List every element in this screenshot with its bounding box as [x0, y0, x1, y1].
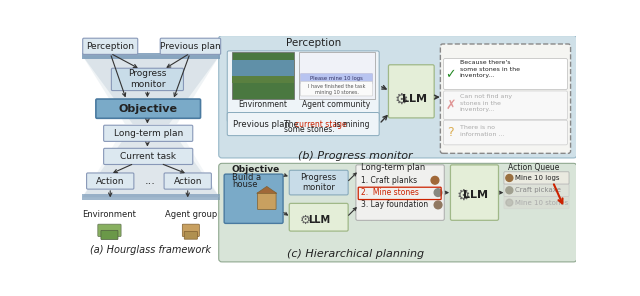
Text: Perception: Perception — [287, 38, 342, 48]
FancyBboxPatch shape — [388, 65, 434, 118]
Text: Environment: Environment — [83, 210, 136, 219]
Text: The: The — [284, 120, 300, 128]
Text: ⚙: ⚙ — [395, 92, 408, 107]
Text: Mine 10 stones: Mine 10 stones — [515, 200, 568, 206]
FancyBboxPatch shape — [440, 44, 571, 153]
FancyBboxPatch shape — [356, 165, 444, 220]
FancyBboxPatch shape — [289, 203, 348, 231]
FancyBboxPatch shape — [444, 120, 568, 145]
FancyBboxPatch shape — [219, 36, 577, 158]
Text: Objective: Objective — [118, 104, 178, 114]
FancyBboxPatch shape — [298, 52, 374, 99]
Text: Previous plan: Previous plan — [160, 42, 221, 51]
Text: Perception: Perception — [86, 42, 134, 51]
Text: Please mine 10 logs: Please mine 10 logs — [310, 76, 363, 81]
FancyBboxPatch shape — [232, 52, 294, 99]
Text: Mine 10 logs: Mine 10 logs — [515, 175, 559, 181]
Text: Environment: Environment — [238, 100, 287, 109]
Text: house: house — [232, 180, 257, 189]
Text: There is no
information ...: There is no information ... — [460, 125, 504, 137]
Polygon shape — [257, 186, 277, 193]
Text: ⚙: ⚙ — [457, 188, 470, 203]
FancyBboxPatch shape — [182, 224, 199, 237]
Text: Agent community: Agent community — [303, 100, 371, 109]
Text: Long-term plan: Long-term plan — [360, 163, 425, 173]
Circle shape — [506, 187, 513, 194]
Text: LLM: LLM — [463, 190, 488, 200]
Text: Progress
monitor: Progress monitor — [301, 173, 337, 192]
Text: Can not find any
stones in the
inventory...: Can not find any stones in the inventory… — [460, 94, 512, 112]
Polygon shape — [83, 126, 220, 197]
Text: Action Queue: Action Queue — [508, 163, 559, 173]
FancyBboxPatch shape — [83, 38, 138, 54]
Text: Build a: Build a — [232, 173, 261, 182]
FancyBboxPatch shape — [451, 165, 499, 220]
Text: 2.  Mine stones: 2. Mine stones — [360, 188, 419, 197]
Circle shape — [434, 201, 442, 209]
Text: Action: Action — [173, 176, 202, 186]
Text: some stones.: some stones. — [284, 125, 335, 134]
Text: Because there's
some stones in the
inventory...: Because there's some stones in the inven… — [460, 60, 520, 78]
Text: Objective: Objective — [232, 165, 280, 174]
Text: LLM: LLM — [403, 94, 428, 104]
Circle shape — [434, 189, 442, 197]
Text: Action: Action — [96, 176, 124, 186]
Circle shape — [506, 175, 513, 181]
Text: Long-term plan: Long-term plan — [113, 129, 183, 138]
Text: Current task: Current task — [120, 152, 176, 161]
Text: Progress
monitor: Progress monitor — [128, 69, 166, 89]
Text: Craft pickaxe: Craft pickaxe — [515, 187, 561, 193]
Text: (c) Hierarchical planning: (c) Hierarchical planning — [287, 249, 424, 259]
Text: current stage: current stage — [294, 120, 346, 128]
FancyBboxPatch shape — [101, 230, 118, 239]
Polygon shape — [83, 126, 220, 197]
FancyBboxPatch shape — [504, 197, 569, 209]
Text: is mining: is mining — [332, 120, 369, 128]
FancyBboxPatch shape — [86, 173, 134, 189]
FancyBboxPatch shape — [184, 231, 197, 239]
FancyBboxPatch shape — [504, 184, 569, 197]
Text: ...: ... — [145, 176, 156, 186]
Text: ✗: ✗ — [445, 99, 456, 112]
FancyBboxPatch shape — [224, 174, 283, 223]
Text: LLM: LLM — [308, 215, 330, 225]
FancyBboxPatch shape — [164, 173, 211, 189]
Text: I have finished the task
mining 10 stones.: I have finished the task mining 10 stone… — [308, 84, 365, 95]
Text: ⚙: ⚙ — [300, 214, 311, 227]
Text: ?: ? — [447, 126, 454, 139]
FancyBboxPatch shape — [83, 53, 220, 59]
Text: 3. Lay foundation: 3. Lay foundation — [360, 200, 428, 210]
FancyBboxPatch shape — [104, 148, 193, 165]
Text: 1. Craft planks: 1. Craft planks — [360, 176, 417, 185]
FancyBboxPatch shape — [301, 81, 372, 96]
FancyBboxPatch shape — [111, 68, 184, 91]
FancyBboxPatch shape — [444, 59, 568, 89]
FancyBboxPatch shape — [444, 91, 568, 120]
FancyBboxPatch shape — [232, 60, 294, 75]
FancyBboxPatch shape — [219, 163, 577, 262]
FancyBboxPatch shape — [227, 51, 379, 122]
FancyBboxPatch shape — [257, 193, 276, 210]
FancyBboxPatch shape — [227, 112, 379, 136]
FancyBboxPatch shape — [98, 224, 121, 237]
Text: (a) Hourglass framework: (a) Hourglass framework — [90, 244, 211, 255]
Circle shape — [431, 176, 439, 184]
FancyBboxPatch shape — [160, 38, 221, 54]
FancyBboxPatch shape — [289, 170, 348, 195]
FancyBboxPatch shape — [301, 74, 372, 84]
Polygon shape — [232, 75, 294, 83]
Text: (b) Progress monitor: (b) Progress monitor — [298, 152, 412, 161]
FancyBboxPatch shape — [83, 194, 220, 200]
Text: Previous plan: Previous plan — [233, 120, 289, 128]
FancyBboxPatch shape — [504, 172, 569, 184]
Circle shape — [506, 199, 513, 206]
Polygon shape — [83, 56, 220, 124]
Polygon shape — [83, 56, 220, 124]
FancyBboxPatch shape — [96, 99, 200, 118]
FancyBboxPatch shape — [104, 125, 193, 141]
Text: Agent group: Agent group — [164, 210, 217, 219]
Text: ✓: ✓ — [445, 68, 456, 81]
